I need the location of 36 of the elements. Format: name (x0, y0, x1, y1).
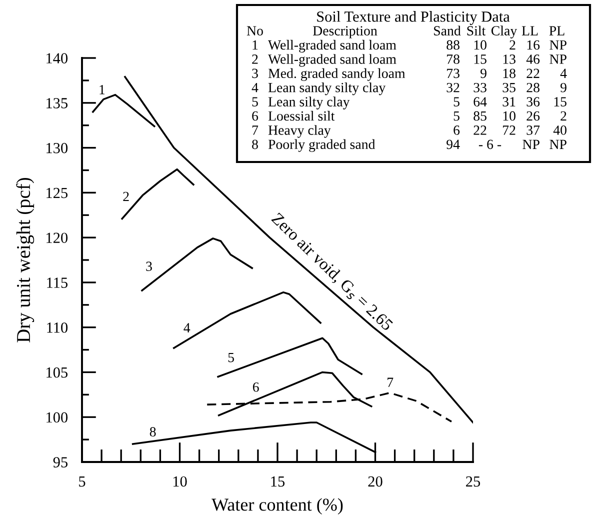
text: 6 Loessial silt 5 85 10 26 2 (252, 110, 566, 121)
series-label: 4 (184, 323, 190, 332)
y-tick-label: 120 (46, 232, 68, 244)
x-tick-label: 25 (466, 476, 480, 487)
text: 7 Heavy clay 6 22 72 37 40 (252, 125, 566, 138)
series-label: 5 (228, 352, 234, 362)
text: 4 Lean sandy silty clay 32 33 35 28 9 (252, 82, 566, 96)
series-label: 1 (100, 85, 105, 94)
x-axis-title: Water content (%) (212, 498, 343, 514)
text: 3 Med. graded sandy loam 73 9 18 22 4 (252, 68, 567, 81)
x-tick-label: 20 (368, 476, 382, 487)
y-tick-label: 110 (47, 322, 68, 333)
y-axis-title: Dry unit weight (pcf) (16, 178, 34, 342)
y-tick-label: 135 (46, 98, 68, 108)
y-tick-label: 115 (47, 278, 68, 288)
text: Zero air void, G$_{s}$ = 2.65 (269, 212, 394, 334)
series-label: 6 (252, 382, 259, 392)
y-tick-label: 100 (46, 412, 68, 423)
series-label: 8 (150, 427, 156, 437)
text: 2 Well-graded sand loam 78 15 13 46 NP (252, 54, 566, 67)
text: 1 Well-graded sand loam 88 10 2 16 NP (252, 40, 566, 53)
series-label: 7 (388, 378, 394, 387)
text: No Description Sand Silt Clay LL PL (246, 26, 564, 38)
y-tick-label: 125 (46, 188, 68, 198)
x-tick-label: 5 (79, 476, 86, 487)
y-tick-label: 95 (53, 457, 68, 468)
series-label: 3 (146, 262, 152, 271)
text: Soil Texture and Plasticity Data (317, 11, 510, 25)
series-label: 2 (123, 192, 129, 202)
x-tick-label: 15 (271, 476, 285, 487)
text: 8 Poorly graded sand 94 - 6 - NP NP (252, 139, 566, 152)
x-tick-label: 10 (173, 476, 187, 487)
y-tick-label: 105 (46, 367, 68, 378)
y-tick-label: 140 (46, 53, 68, 64)
y-tick-label: 130 (46, 142, 68, 154)
text: 5 Lean silty clay 5 64 31 36 15 (252, 96, 566, 110)
